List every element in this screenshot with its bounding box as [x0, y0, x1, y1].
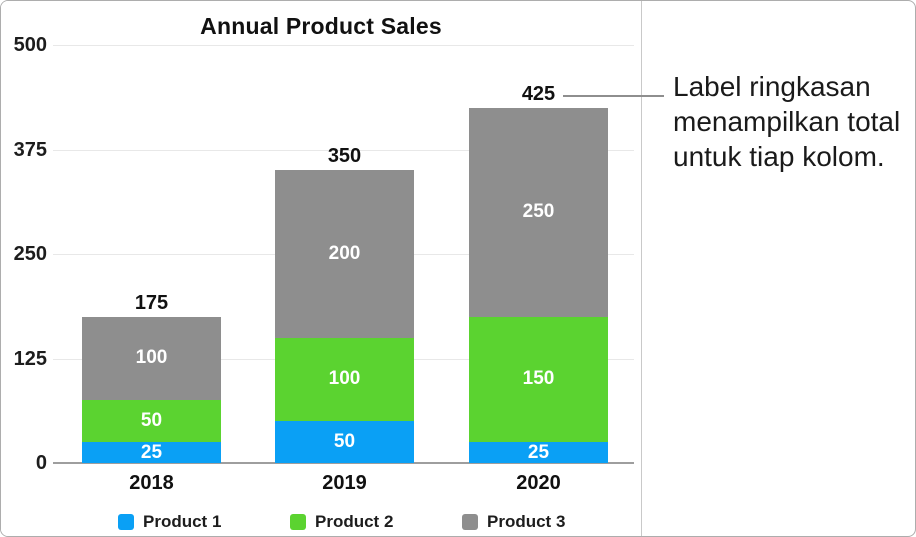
x-axis-category-label: 2018 — [129, 472, 174, 494]
callout-text: Label ringkasan menampilkan total untuk … — [673, 71, 901, 172]
column-total-label: 175 — [134, 291, 169, 314]
bar-segment-product-2: 50 — [82, 400, 221, 443]
bar-segment-product-1: 50 — [275, 421, 414, 463]
column-total-label: 425 — [521, 82, 556, 105]
gridline-500 — [53, 45, 634, 46]
chart-panel: Annual Product Sales 0 125 250 375 500 25 50 10… — [1, 1, 642, 536]
bar-segment-product-2: 100 — [275, 337, 414, 422]
chart-title: Annual Product Sales — [200, 13, 442, 39]
legend-swatch-icon — [118, 514, 134, 530]
bar-segment-product-3: 250 — [469, 107, 608, 317]
bar-segment-product-1: 25 — [469, 442, 608, 463]
x-axis-category-label: 2019 — [322, 472, 367, 494]
callout-line — [563, 95, 664, 97]
legend-item-1: Product 1 — [118, 512, 221, 532]
bar-segment-product-3: 200 — [275, 170, 414, 338]
bar-segment-product-1: 25 — [82, 442, 221, 463]
legend-item-2: Product 2 — [290, 512, 393, 532]
gridline-375 — [53, 149, 634, 151]
bar-segment-product-3: 100 — [82, 316, 221, 401]
y-axis-tick-label: 0 — [35, 452, 47, 474]
legend-item-3: Product 3 — [462, 512, 565, 532]
y-axis-tick-label: 250 — [13, 243, 47, 265]
y-axis-tick-label: 375 — [13, 138, 47, 161]
x-axis-category-label: 2020 — [516, 472, 561, 494]
gridline-0 — [53, 462, 634, 464]
legend-label: Product 1 — [143, 512, 222, 531]
y-axis-tick-label: 500 — [13, 34, 47, 56]
legend-swatch-icon — [462, 514, 478, 530]
bar-segment-product-2: 150 — [469, 316, 608, 443]
column-total-label: 350 — [327, 145, 362, 168]
y-axis-tick-label: 125 — [13, 347, 47, 370]
legend-label: Product 3 — [487, 512, 566, 531]
legend-label: Product 2 — [315, 512, 394, 531]
legend-swatch-icon — [290, 514, 306, 530]
